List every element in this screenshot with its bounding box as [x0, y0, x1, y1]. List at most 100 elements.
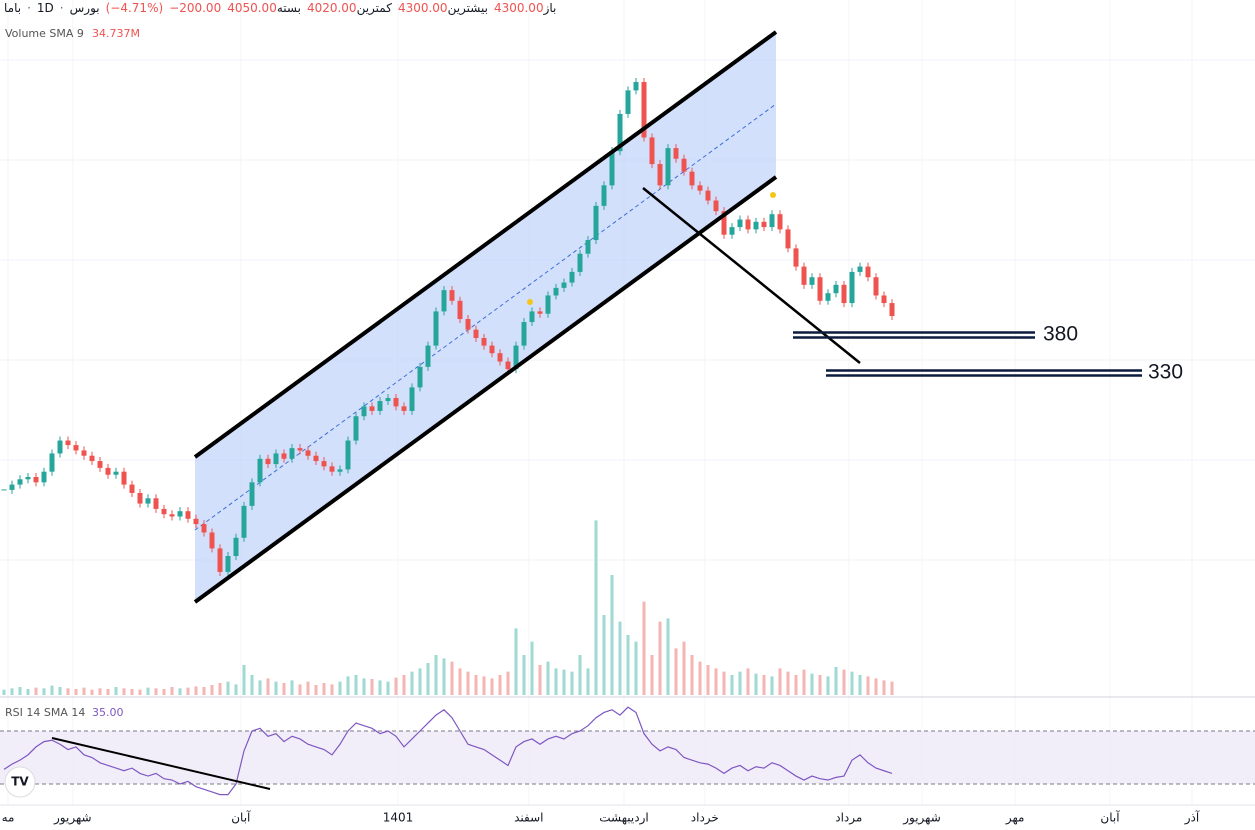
- candle: [305, 450, 311, 456]
- candle: [401, 406, 407, 411]
- candle: [185, 511, 191, 519]
- volume-bar: [282, 683, 286, 695]
- volume-bar: [538, 665, 542, 695]
- volume-bar: [378, 680, 382, 695]
- volume-bar: [770, 676, 774, 695]
- volume-bar: [2, 689, 6, 695]
- ohlc-field: بسته4050.00: [227, 1, 301, 15]
- rsi-value: 35.00: [92, 706, 124, 719]
- separator: ·: [27, 1, 31, 15]
- x-tick-label: خرداد: [691, 811, 719, 826]
- volume-bar: [42, 688, 46, 695]
- volume-bar: [858, 675, 862, 695]
- volume-bar: [882, 680, 886, 695]
- trend-line: [642, 187, 861, 364]
- x-tick-label: مهر: [1005, 811, 1025, 826]
- x-tick-label: شهریور: [53, 811, 92, 826]
- field-label: بیشترین: [447, 1, 488, 15]
- volume-bar: [130, 689, 134, 695]
- candle: [321, 461, 327, 467]
- volume-bar: [370, 679, 374, 695]
- interval: 1D: [36, 1, 54, 15]
- candle: [713, 200, 719, 212]
- separator: ·: [59, 1, 64, 15]
- candle: [113, 471, 119, 475]
- candle: [137, 492, 143, 504]
- volume-bar: [426, 663, 430, 695]
- x-tick-label: 1401: [383, 811, 414, 825]
- field-label: باز: [543, 1, 557, 15]
- candle: [329, 466, 335, 472]
- candle: [209, 532, 215, 549]
- volume-bar: [298, 684, 302, 695]
- candle: [537, 311, 543, 314]
- candle: [761, 221, 767, 228]
- candle: [449, 290, 455, 301]
- exchange: بورس: [69, 1, 100, 15]
- candle: [441, 290, 447, 312]
- volume-bar: [106, 689, 110, 695]
- x-tick-label: شهریور: [902, 811, 941, 826]
- candle: [193, 518, 199, 525]
- candle: [129, 484, 135, 493]
- candle: [121, 471, 127, 485]
- channel-bottom: [193, 175, 778, 604]
- channel-mid: [194, 103, 777, 531]
- candle: [737, 219, 743, 228]
- volume-bar: [650, 655, 654, 695]
- candle: [105, 467, 111, 475]
- volume-bar: [218, 683, 222, 695]
- candle: [521, 322, 527, 346]
- candle: [497, 353, 503, 362]
- candle: [337, 469, 343, 472]
- candle: [145, 498, 151, 504]
- candle: [505, 361, 511, 370]
- volume-bar: [442, 658, 446, 695]
- volume-bar: [618, 621, 622, 695]
- candle: [625, 90, 631, 114]
- volume-bar: [506, 671, 510, 695]
- candle: [817, 277, 823, 301]
- candle: [457, 300, 463, 320]
- candle: [57, 440, 63, 454]
- volume-bar: [786, 671, 790, 695]
- candle: [393, 398, 399, 407]
- volume-bar: [290, 680, 294, 695]
- candle: [49, 453, 55, 472]
- candle: [377, 401, 383, 411]
- volume-bar: [874, 678, 878, 695]
- candle: [313, 455, 319, 462]
- logo: TV: [4, 766, 36, 798]
- candle: [241, 505, 247, 538]
- candle: [369, 406, 375, 411]
- volume-bar: [362, 678, 366, 695]
- candle: [617, 113, 623, 152]
- candle: [785, 229, 791, 249]
- candle: [641, 82, 647, 138]
- change: −200.00: [169, 1, 222, 15]
- volume-bar: [250, 675, 254, 695]
- candle: [353, 416, 359, 441]
- candle: [201, 524, 207, 533]
- volume-bar: [482, 676, 486, 695]
- candle: [25, 477, 31, 480]
- volume-bar: [178, 688, 182, 695]
- volume-bar: [306, 681, 310, 695]
- volume-bar: [514, 628, 518, 695]
- candle: [177, 511, 183, 517]
- volume-bar: [50, 685, 54, 695]
- volume-bar: [810, 673, 814, 695]
- candle: [849, 271, 855, 304]
- volume-bar: [10, 688, 14, 695]
- volume-bar: [458, 668, 462, 695]
- candle: [97, 461, 103, 468]
- volume-bar: [754, 673, 758, 695]
- channel-top: [193, 30, 778, 459]
- candle: [9, 484, 15, 490]
- candle: [233, 537, 239, 556]
- ohlc-field: کمترین4020.00: [307, 1, 392, 15]
- volume-bar: [890, 681, 894, 695]
- candle: [697, 185, 703, 191]
- field-value: 4300.00: [397, 1, 448, 15]
